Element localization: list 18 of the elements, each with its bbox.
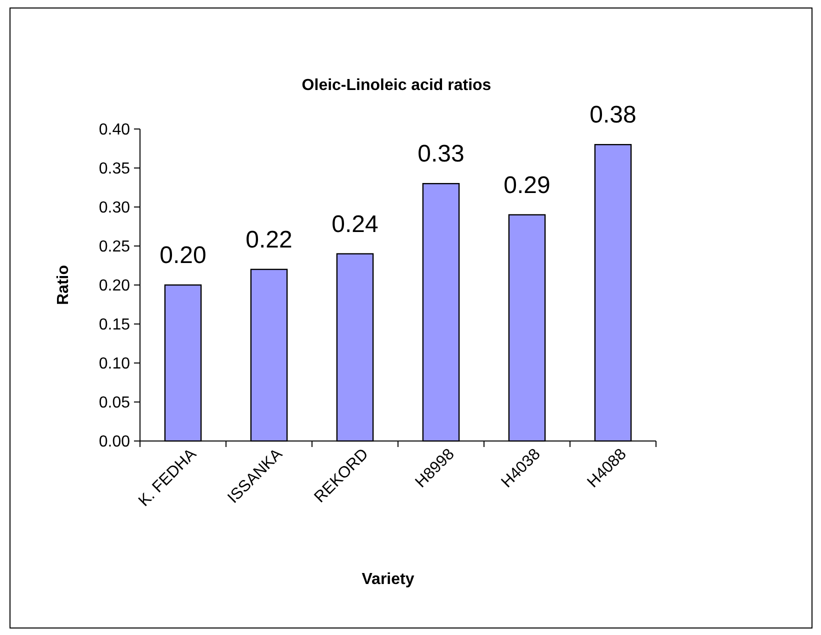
y-tick-label: 0.25 [98, 238, 130, 256]
y-tick-label: 0.10 [98, 356, 130, 373]
y-tick-label: 0.15 [98, 316, 130, 334]
data-label: 0.22 [246, 226, 292, 254]
data-label: 0.33 [418, 140, 464, 168]
y-tick-label: 0.35 [98, 160, 130, 178]
y-tick-label: 0.40 [98, 122, 130, 139]
chart-title: Oleic-Linoleic acid ratios [302, 77, 492, 94]
y-tick-label: 0.30 [98, 200, 130, 217]
data-label: 0.29 [504, 172, 550, 199]
data-label: 0.20 [160, 242, 206, 269]
x-axis-title: Variety [362, 571, 414, 588]
y-tick-label: 0.20 [98, 278, 130, 295]
data-label: 0.38 [590, 102, 636, 129]
y-tick-label: 0.00 [98, 434, 130, 451]
data-label: 0.24 [332, 210, 378, 238]
y-axis-title: Ratio [55, 264, 72, 305]
y-tick-label: 0.05 [98, 394, 130, 412]
